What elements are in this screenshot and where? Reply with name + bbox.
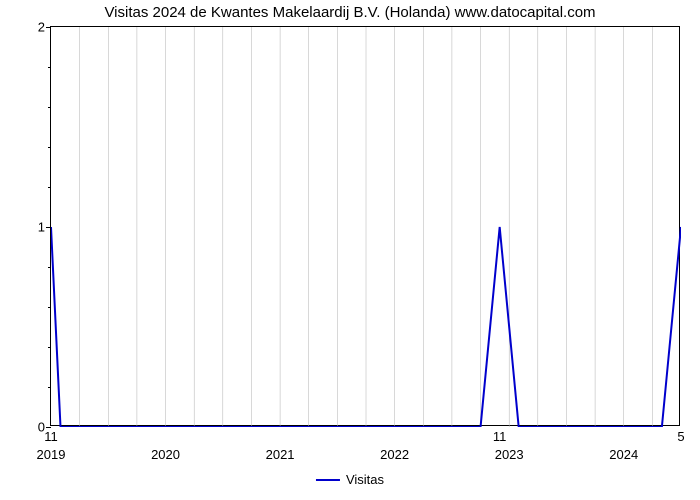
yminor-mark — [48, 267, 51, 268]
xtick-label: 2023 — [495, 425, 524, 462]
legend-label: Visitas — [346, 472, 384, 487]
legend-swatch — [316, 479, 340, 481]
xtick-label: 2024 — [609, 425, 638, 462]
legend: Visitas — [316, 472, 384, 487]
yminor-mark — [48, 107, 51, 108]
xtick-label: 2021 — [266, 425, 295, 462]
yminor-mark — [48, 147, 51, 148]
yminor-mark — [48, 187, 51, 188]
yminor-mark — [48, 307, 51, 308]
yminor-mark — [48, 67, 51, 68]
xtick-label: 2022 — [380, 425, 409, 462]
xtick-label: 2019 — [37, 425, 66, 462]
chart-container: Visitas 2024 de Kwantes Makelaardij B.V.… — [0, 0, 700, 500]
yminor-mark — [48, 387, 51, 388]
chart-title: Visitas 2024 de Kwantes Makelaardij B.V.… — [0, 4, 700, 21]
ytick-mark — [46, 27, 51, 28]
plot-svg — [51, 27, 681, 427]
data-annotation: 5 — [677, 425, 684, 444]
xtick-label: 2020 — [151, 425, 180, 462]
plot-area: 01211115201920202021202220232024 — [50, 26, 680, 426]
yminor-mark — [48, 347, 51, 348]
ytick-mark — [46, 227, 51, 228]
